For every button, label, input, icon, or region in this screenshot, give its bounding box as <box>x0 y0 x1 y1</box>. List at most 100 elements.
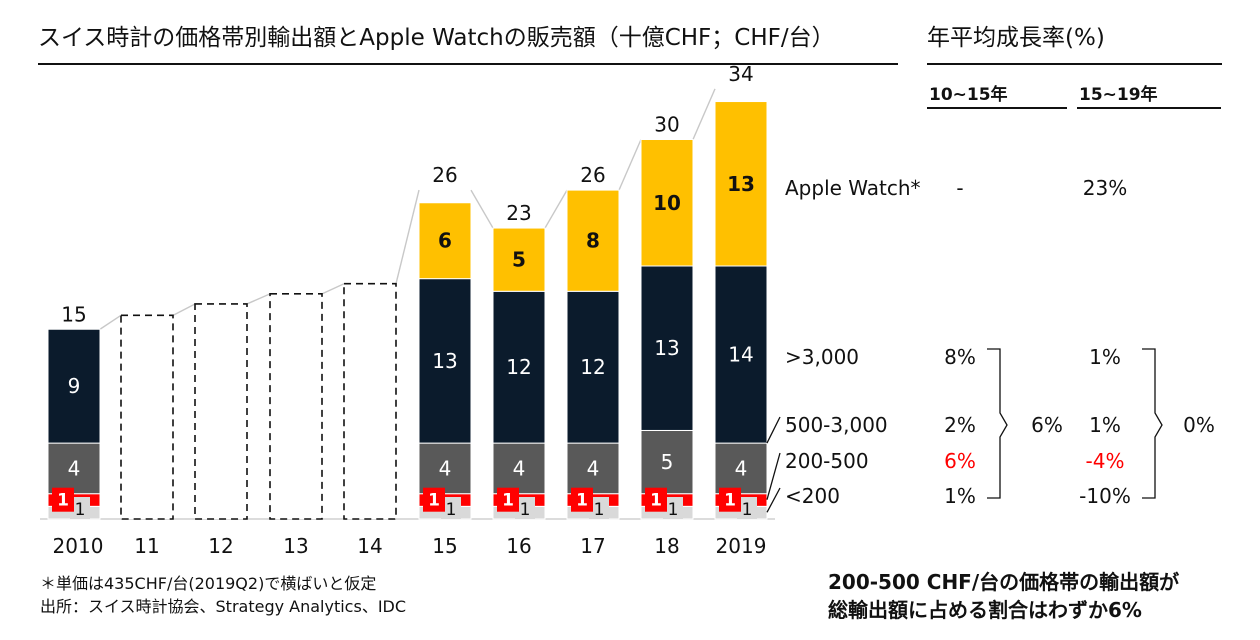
data-label-200-500-15: 1 <box>428 491 440 511</box>
bar-segment-15-Apple Watch* <box>418 202 472 280</box>
x-tick-label-18: 18 <box>654 534 679 558</box>
bracket-1519 <box>1142 348 1163 499</box>
bar-segment-2010->3,000 <box>47 328 101 444</box>
cagr-brackets: 6% 0% <box>987 348 1215 499</box>
data-label-under200-17: 1 <box>594 500 605 520</box>
footnote-source: 出所：スイス時計協会、Strategy Analytics、IDC <box>40 597 407 616</box>
data-label-Apple Watch*-18: 10 <box>653 191 681 215</box>
total-label-17: 26 <box>580 163 605 187</box>
callout: 200-500 CHF/台の価格帯の輸出額が 総輸出額に占める割合はわずか6% <box>828 568 1179 624</box>
bars <box>47 101 768 520</box>
total-label-2019: 34 <box>728 62 753 86</box>
chart-title: スイス時計の価格帯別輸出額とApple Watchの販売額（十億CHF；CHF/… <box>38 25 835 51</box>
data-label-under200-18: 1 <box>668 500 679 520</box>
small-label-box-18-200 <box>645 487 667 512</box>
cagr-title: 年平均成長率(%) <box>927 25 1105 51</box>
connector-5 <box>470 189 494 229</box>
cagr-group-1015: 6% <box>1031 413 1063 437</box>
bar-segment-17-Apple Watch* <box>566 189 620 292</box>
connector-0 <box>99 314 122 330</box>
x-tick-label-2010: 2010 <box>53 534 104 558</box>
data-label-Apple Watch*-16: 5 <box>512 248 526 272</box>
cagr-group-1519: 0% <box>1183 413 1215 437</box>
total-label-16: 23 <box>506 201 531 225</box>
cagr-col2-rule <box>1077 107 1221 109</box>
bar-segment-18->3,000 <box>640 265 694 431</box>
cagr-1015-4: 1% <box>944 484 976 508</box>
cagr-values: - 23% 8% 1% 2% 1% 6% -4% 1% -10% <box>944 176 1131 508</box>
legend-label-2: 500-3,000 <box>785 413 888 437</box>
callout-line1: 200-500 CHF/台の価格帯の輸出額が <box>828 570 1180 594</box>
cagr-1519-2: 1% <box>1089 413 1121 437</box>
x-tick-label-14: 14 <box>357 534 382 558</box>
data-label-200-500-16: 1 <box>502 491 514 511</box>
series-legend: Apple Watch* >3,000 500-3,000 200-500 <200 <box>766 176 921 513</box>
small-label-box-2010-200 <box>52 487 74 512</box>
data-label-under200-2010: 1 <box>75 500 86 520</box>
small-label-box-15-200 <box>423 487 445 512</box>
cagr-1519-1: 1% <box>1089 345 1121 369</box>
outline-bar-13 <box>269 293 323 520</box>
small-label-box-16 <box>515 497 535 519</box>
cagr-1015-3: 6% <box>944 449 976 473</box>
legend-label-3: 200-500 <box>785 449 869 473</box>
data-label->3,000-2019: 14 <box>728 343 753 367</box>
connector-3 <box>321 283 345 295</box>
small-label-box-2010 <box>70 497 90 519</box>
small-label-box-2019-200 <box>719 487 741 512</box>
data-label->3,000-18: 13 <box>654 336 679 360</box>
x-tick-label-11: 11 <box>134 534 159 558</box>
small-label-box-15 <box>441 497 461 519</box>
small-label-box-17 <box>589 497 609 519</box>
data-label-200-500-18: 1 <box>650 491 662 511</box>
data-label-under200-2019: 1 <box>742 500 753 520</box>
data-label-Apple Watch*-17: 8 <box>586 229 600 253</box>
data-label-under200-16: 1 <box>520 500 531 520</box>
data-label->3,000-2010: 9 <box>68 374 81 398</box>
outline-bar-14 <box>343 282 397 520</box>
total-label-18: 30 <box>654 113 679 137</box>
legend-label-1: >3,000 <box>785 345 859 369</box>
total-label-2010: 15 <box>61 302 86 326</box>
cagr-col2-header: 15~19年 <box>1079 85 1158 105</box>
leader-line-0 <box>766 416 781 444</box>
data-label-200-500-2010: 1 <box>57 491 69 511</box>
callout-line2: 総輸出額に占める割合はわずか6% <box>828 598 1142 622</box>
bar-segment-2019->3,000 <box>714 265 768 444</box>
cagr-1519-4: -10% <box>1079 484 1131 508</box>
bracket-1015 <box>987 348 1008 499</box>
legend-label-0: Apple Watch* <box>785 176 921 200</box>
bar-segment-15->3,000 <box>418 278 472 444</box>
data-label-500-3,000-2010: 4 <box>68 456 81 480</box>
cagr-col1-header: 10~15年 <box>929 85 1008 105</box>
data-label->3,000-17: 12 <box>580 355 605 379</box>
bar-segment-2019-500-3,000 <box>714 442 768 495</box>
x-tick-label-17: 17 <box>580 534 605 558</box>
data-label-500-3,000-16: 4 <box>513 456 526 480</box>
cagr-1015-1: 8% <box>944 345 976 369</box>
leader-line-1 <box>766 452 781 500</box>
data-label->3,000-16: 12 <box>506 355 531 379</box>
data-label-Apple Watch*-15: 6 <box>438 229 452 253</box>
cagr-col1-rule <box>927 107 1067 109</box>
total-label-15: 26 <box>432 163 457 187</box>
data-label-Apple Watch*-2019: 13 <box>727 172 755 196</box>
footnote-assumption: ＊単価は435CHF/台(2019Q2)で横ばいと仮定 <box>40 574 377 593</box>
leader-line-2 <box>766 487 781 513</box>
data-label-200-500-17: 1 <box>576 491 588 511</box>
small-label-box-17-200 <box>571 487 593 512</box>
x-tick-label-2019: 2019 <box>716 534 767 558</box>
data-label-200-500-2019: 1 <box>724 491 736 511</box>
small-label-box-18 <box>663 497 683 519</box>
cagr-1519-3: -4% <box>1086 449 1125 473</box>
cagr-1519-0: 23% <box>1083 176 1127 200</box>
connector-6 <box>544 189 568 229</box>
bar-segment-2019-Apple Watch* <box>714 101 768 267</box>
data-label-500-3,000-17: 4 <box>587 456 600 480</box>
data-label-500-3,000-15: 4 <box>439 456 452 480</box>
outline-bar-11 <box>120 314 174 520</box>
cagr-rule <box>927 63 1222 65</box>
cagr-1015-2: 2% <box>944 413 976 437</box>
